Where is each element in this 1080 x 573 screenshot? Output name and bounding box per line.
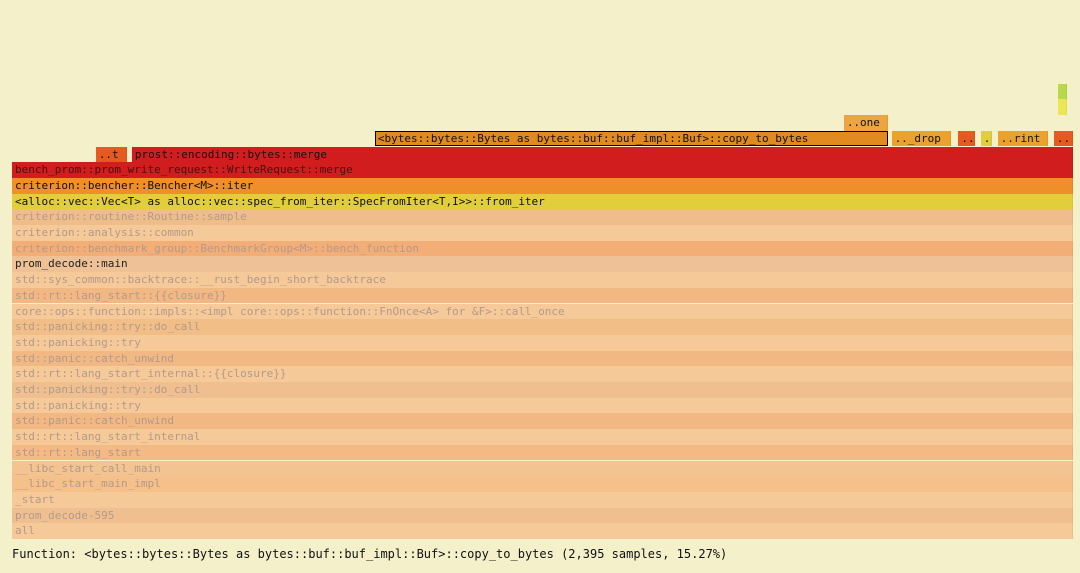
flame-frame[interactable]: std::panicking::try [12, 335, 1073, 351]
flame-frame[interactable]: criterion::routine::Routine::sample [12, 209, 1073, 225]
flame-frame[interactable]: .. [958, 131, 975, 147]
flame-frame[interactable]: prost::encoding::bytes::merge [132, 147, 1073, 163]
flame-frame[interactable]: std::rt::lang_start_internal [12, 429, 1073, 445]
flame-frame[interactable]: __libc_start_main_impl [12, 476, 1073, 492]
flamegraph[interactable]: allprom_decode-595_start__libc_start_mai… [12, 0, 1073, 539]
flame-frame[interactable]: std::panicking::try::do_call [12, 319, 1073, 335]
flame-frame[interactable]: std::sys_common::backtrace::__rust_begin… [12, 272, 1073, 288]
flame-frame[interactable]: <bytes::bytes::Bytes as bytes::buf::buf_… [375, 131, 889, 147]
flame-frame[interactable]: <alloc::vec::Vec<T> as alloc::vec::spec_… [12, 194, 1073, 210]
flame-frame[interactable]: all [12, 523, 1073, 539]
flame-frame[interactable]: criterion::bencher::Bencher<M>::iter [12, 178, 1073, 194]
flame-frame[interactable]: std::panic::catch_unwind [12, 351, 1073, 367]
flame-frame[interactable]: .. [981, 131, 993, 147]
flame-frame[interactable]: std::panicking::try [12, 398, 1073, 414]
flame-frame[interactable]: ..t [96, 147, 127, 163]
flame-frame[interactable] [1058, 99, 1066, 115]
flame-frame[interactable]: __libc_start_call_main [12, 461, 1073, 477]
flame-frame[interactable]: bench_prom::prom_write_request::WriteReq… [12, 162, 1073, 178]
status-bar: Function: <bytes::bytes::Bytes as bytes:… [12, 547, 727, 561]
flame-frame[interactable] [1058, 84, 1066, 100]
flame-frame[interactable]: std::rt::lang_start_internal::{{closure}… [12, 366, 1073, 382]
flame-frame[interactable]: std::panicking::try::do_call [12, 382, 1073, 398]
flame-frame[interactable]: criterion::benchmark_group::BenchmarkGro… [12, 241, 1073, 257]
status-prefix: Function: [12, 547, 84, 561]
flame-frame[interactable]: prom_decode-595 [12, 508, 1073, 524]
flame-frame[interactable]: _start [12, 492, 1073, 508]
status-text: <bytes::bytes::Bytes as bytes::buf::buf_… [84, 547, 727, 561]
flame-frame[interactable]: std::rt::lang_start [12, 445, 1073, 461]
flame-frame[interactable]: std::panic::catch_unwind [12, 413, 1073, 429]
flame-frame[interactable]: criterion::analysis::common [12, 225, 1073, 241]
flame-frame[interactable]: ..rint [998, 131, 1048, 147]
flame-frame[interactable]: .._drop [892, 131, 951, 147]
flame-frame[interactable]: ..one [844, 115, 889, 131]
flame-frame[interactable]: core::ops::function::impls::<impl core::… [12, 304, 1073, 320]
flame-frame[interactable]: prom_decode::main [12, 256, 1073, 272]
flame-frame[interactable]: std::rt::lang_start::{{closure}} [12, 288, 1073, 304]
flame-frame[interactable]: .. [1054, 131, 1073, 147]
